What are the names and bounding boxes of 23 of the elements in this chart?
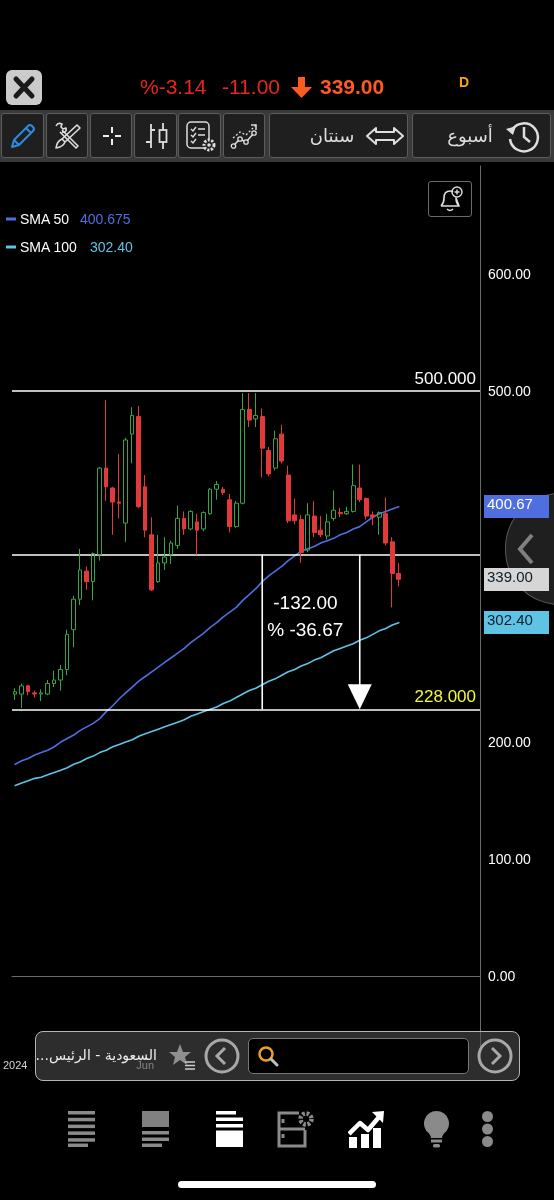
ref-line-label: 500.000 [414,368,476,388]
y-tick-label: 500.00 [488,382,532,399]
text: D [459,73,470,91]
text: 339.00 [320,74,385,100]
legend-label: SMA 50 [20,211,70,227]
annotation: 302.40 [90,238,133,256]
text: %-3.14 [140,74,207,100]
text: 302.40 [484,611,549,635]
annotation: -132.00 [273,591,338,615]
y-tick-label: 100.00 [488,851,532,868]
y-tick-label: 200.00 [488,734,532,751]
text: سنتان [309,125,355,147]
x-tick-label: 2024 [2,1058,28,1071]
legend-label: SMA 100 [20,239,78,255]
ref-line-label: 228.000 [414,687,476,707]
y-tick-label: 600.00 [488,265,532,282]
y-tick-label: 0.00 [488,968,516,985]
text: 339.00 [484,567,549,591]
text: 400.67 [484,495,549,519]
annotation: % -36.67 [267,618,344,642]
annotation: 400.675 [80,210,131,228]
text: -11.00 [222,74,280,100]
text: أسبوع [447,125,493,147]
